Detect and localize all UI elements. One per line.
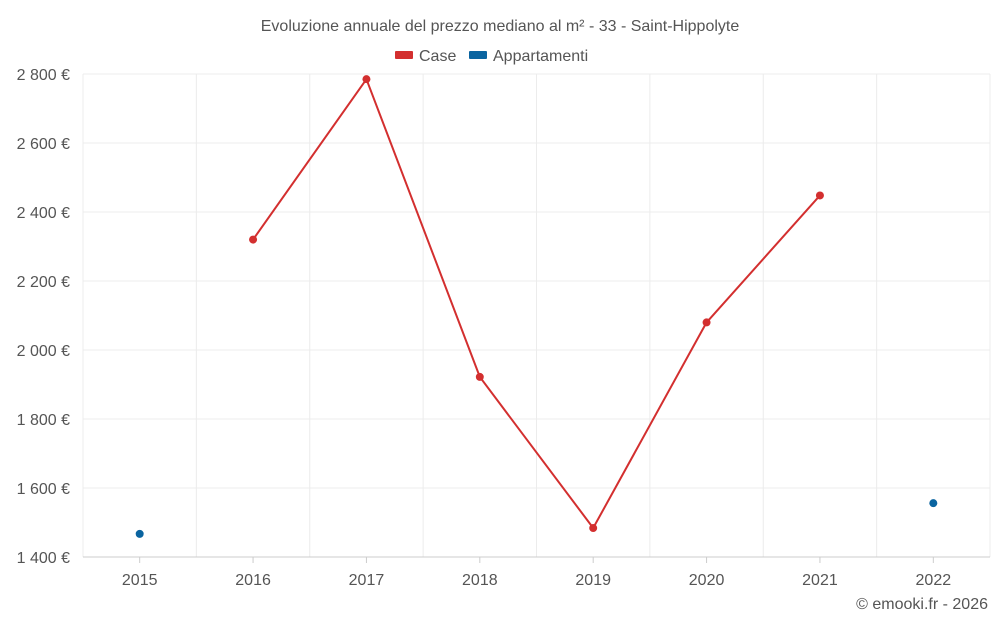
plot-area [135, 75, 938, 538]
credit-text: © emooki.fr - 2026 [856, 596, 988, 613]
x-tick-label: 2019 [575, 572, 611, 589]
x-tick-label: 2020 [689, 572, 725, 589]
data-point-case-2016[interactable] [249, 235, 258, 244]
data-point-appartamenti-2022[interactable] [929, 499, 938, 508]
x-tick-label: 2017 [349, 572, 385, 589]
legend-item-appartamenti[interactable]: Appartamenti [469, 48, 588, 65]
y-axis: 1 400 € 1 600 € 1 800 € 2 000 € 2 200 € 2 400… [17, 67, 70, 567]
legend-item-case[interactable]: Case [395, 48, 456, 65]
data-point-case-2019[interactable] [589, 524, 598, 533]
y-tick-label: 1 800 € [17, 412, 70, 429]
y-tick-label: 1 600 € [17, 481, 70, 498]
x-tick-label: 2022 [916, 572, 952, 589]
x-tick-label: 2016 [235, 572, 271, 589]
x-tick-label: 2018 [462, 572, 498, 589]
x-tick-label: 2021 [802, 572, 838, 589]
legend: Case Appartamenti [395, 48, 588, 65]
x-tick-label: 2015 [122, 572, 158, 589]
y-tick-label: 2 000 € [17, 343, 70, 360]
legend-swatch-case [395, 51, 413, 59]
chart-title: Evoluzione annuale del prezzo mediano al… [261, 18, 740, 35]
series-line-case [252, 78, 821, 530]
grid [82, 73, 991, 557]
y-tick-label: 1 400 € [17, 550, 70, 567]
data-point-case-2018[interactable] [475, 372, 484, 381]
data-point-case-2021[interactable] [815, 191, 824, 200]
y-tick-label: 2 800 € [17, 67, 70, 84]
legend-label-case: Case [419, 48, 456, 65]
legend-swatch-appartamenti [469, 51, 487, 59]
data-point-appartamenti-2015[interactable] [135, 529, 144, 538]
x-axis: 2015 2016 2017 2018 2019 2020 2021 2022 [83, 556, 990, 589]
y-tick-label: 2 200 € [17, 274, 70, 291]
y-tick-label: 2 400 € [17, 205, 70, 222]
legend-label-appartamenti: Appartamenti [493, 48, 588, 65]
data-point-case-2017[interactable] [362, 75, 371, 84]
y-tick-label: 2 600 € [17, 136, 70, 153]
data-point-case-2020[interactable] [702, 318, 711, 327]
